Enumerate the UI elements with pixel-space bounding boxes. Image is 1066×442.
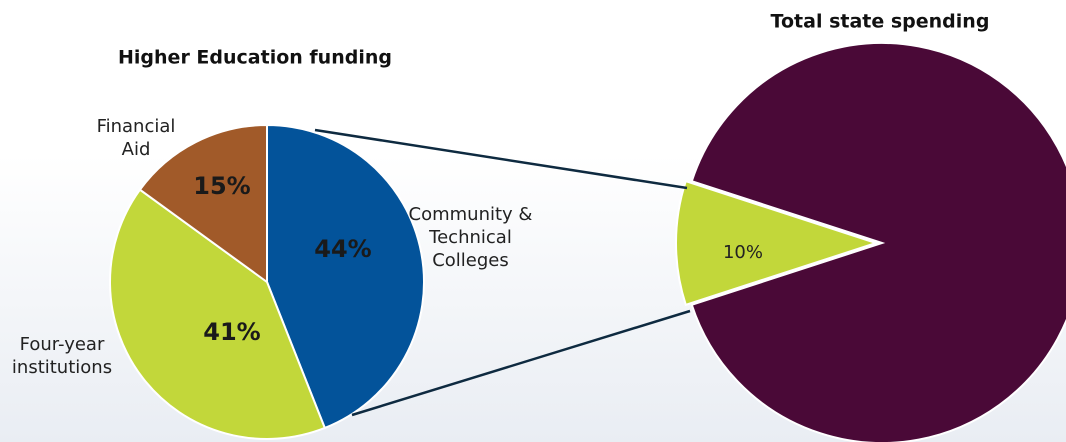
data-label: 41% xyxy=(203,318,260,346)
chart-title: Higher Education funding xyxy=(118,47,392,69)
pie-slice xyxy=(266,123,425,430)
category-label: Financial Aid xyxy=(96,116,176,160)
pie-slice xyxy=(138,123,268,284)
pie-slice xyxy=(109,188,327,440)
category-label: Community & Technical Colleges xyxy=(408,204,533,271)
pie: 44% 41% 15% xyxy=(109,123,425,440)
pie: 10% xyxy=(675,42,1066,442)
pie-slice xyxy=(690,42,1066,442)
data-label: 44% xyxy=(314,235,371,263)
data-label: 15% xyxy=(193,172,250,200)
chart-title: Total state spending xyxy=(771,11,990,33)
category-label: Four-year institutions xyxy=(11,334,113,378)
connector xyxy=(314,128,688,190)
connector xyxy=(351,309,691,417)
data-label: 10% xyxy=(723,242,763,263)
